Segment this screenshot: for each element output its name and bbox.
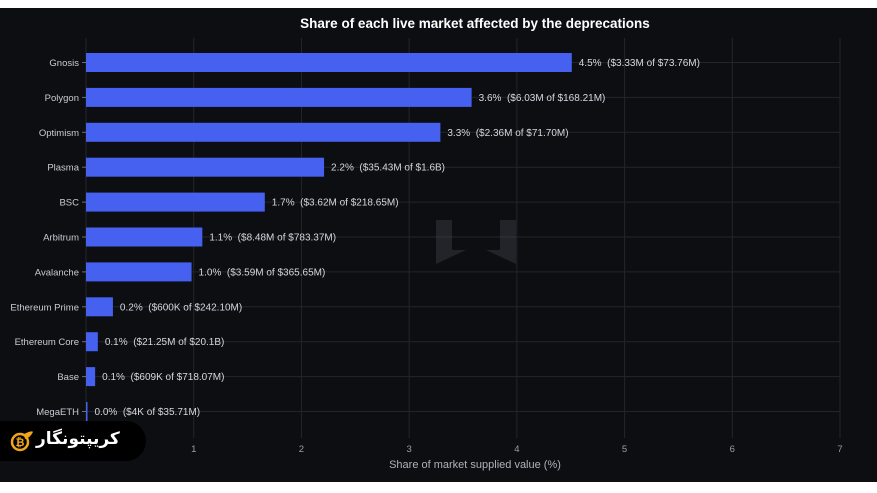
y-category-label: Optimism [39, 128, 79, 139]
y-category-label: Polygon [45, 93, 79, 104]
bar [86, 53, 572, 72]
bar-value-label: 2.2% ($35.43M of $1.6B) [331, 163, 445, 174]
bitcoin-feather-logo-icon: ₿ [10, 431, 33, 452]
x-tick-label: 5 [622, 444, 627, 455]
bar [86, 332, 98, 352]
y-category-label: Plasma [47, 163, 79, 174]
x-tick-label: 3 [406, 444, 411, 455]
y-category-label: Avalanche [35, 267, 79, 278]
bar [86, 402, 88, 421]
y-category-label: Ethereum Prime [10, 302, 79, 313]
x-tick-label: 7 [837, 444, 842, 455]
chart-frame: Gnosis 4.5% ($3.33M of $73.76M) Polygon 3.6… [0, 8, 877, 482]
y-category-label: Ethereum Core [15, 337, 79, 348]
watermark-badge: ₿ کریپتونگار [0, 421, 146, 461]
bar [86, 157, 325, 177]
bar-chart: Gnosis 4.5% ($3.33M of $73.76M) Polygon 3.6… [10, 16, 843, 471]
bar-value-label: 0.2% ($600K of $242.10M) [120, 302, 242, 313]
bar [86, 227, 203, 247]
bar [86, 87, 472, 107]
y-category-label: Arbitrum [43, 233, 79, 244]
bar-value-label: 4.5% ($3.33M of $73.76M) [579, 58, 700, 69]
chart-title: Share of each live market affected by th… [300, 16, 650, 31]
bars-layer [86, 53, 572, 421]
x-tick-label: 2 [299, 444, 304, 455]
labels-layer: Gnosis 4.5% ($3.33M of $73.76M) Polygon 3.6… [10, 58, 700, 418]
watermark-text: کریپتونگار [36, 429, 120, 449]
x-tick-labels: 1 2 3 4 5 6 7 [191, 444, 843, 455]
x-tick-label: 4 [514, 444, 519, 455]
y-category-label: BSC [59, 198, 79, 209]
bar [86, 122, 441, 142]
svg-text:₿: ₿ [16, 436, 25, 449]
bar-value-label: 1.1% ($8.48M of $783.37M) [209, 233, 336, 244]
bar-value-label: 1.0% ($3.59M of $365.65M) [199, 267, 326, 278]
bar-value-label: 3.6% ($6.03M of $168.21M) [479, 93, 606, 104]
bar [86, 262, 192, 282]
bar-value-label: 0.1% ($21.25M of $20.1B) [105, 337, 225, 348]
x-tick-label: 6 [730, 444, 735, 455]
bar-value-label: 0.1% ($609K of $718.07M) [102, 372, 224, 383]
y-category-label: MegaETH [36, 407, 79, 418]
bar [86, 297, 113, 317]
y-category-label: Gnosis [49, 58, 79, 69]
bar-value-label: 0.0% ($4K of $35.71M) [95, 407, 201, 418]
background-logo-watermark-icon [436, 220, 516, 264]
x-tick-label: 1 [191, 444, 196, 455]
bar [86, 192, 265, 212]
bar-value-label: 1.7% ($3.62M of $218.65M) [272, 198, 399, 209]
bar-value-label: 3.3% ($2.36M of $71.70M) [447, 128, 568, 139]
bar [86, 367, 96, 387]
x-axis-title: Share of market supplied value (%) [389, 459, 561, 471]
y-category-label: Base [57, 372, 79, 383]
